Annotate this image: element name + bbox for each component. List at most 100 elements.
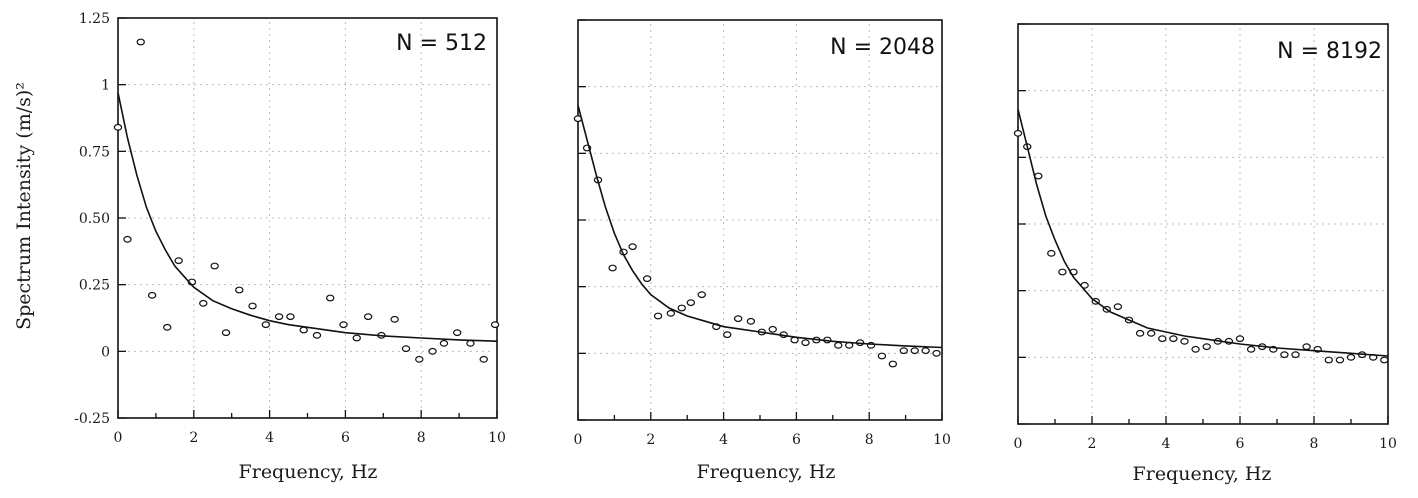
x-tick-label: 2 bbox=[1088, 436, 1097, 452]
data-point bbox=[834, 341, 843, 349]
y-axis-title: Spectrum Intensity (m/s)² bbox=[13, 82, 35, 330]
x-tick-label: 4 bbox=[719, 432, 728, 448]
data-point bbox=[466, 339, 475, 347]
panel-n8192-fit-curve bbox=[1017, 109, 1389, 357]
panel-n8192-annotation: N = 8192 bbox=[1277, 39, 1382, 64]
data-point bbox=[221, 329, 231, 337]
data-point bbox=[1146, 329, 1156, 337]
x-tick-label: 2 bbox=[646, 432, 655, 448]
data-point bbox=[801, 339, 810, 347]
panel-n512-grid bbox=[122, 22, 493, 414]
data-point bbox=[1280, 351, 1289, 359]
x-tick-label: 8 bbox=[865, 432, 874, 448]
data-point bbox=[235, 286, 244, 294]
x-tick-label: 4 bbox=[265, 430, 274, 446]
panel-n512-fit-curve bbox=[117, 92, 498, 342]
data-point bbox=[1335, 356, 1345, 364]
panel-n8192-x-axis-title: Frequency, Hz bbox=[1133, 463, 1272, 485]
data-point bbox=[1235, 335, 1245, 343]
data-point bbox=[932, 349, 941, 357]
data-point bbox=[910, 347, 919, 355]
data-point bbox=[199, 299, 208, 307]
data-point bbox=[1346, 353, 1356, 361]
data-point bbox=[326, 294, 335, 302]
data-point bbox=[1158, 335, 1167, 343]
y-tick-label: 0.75 bbox=[79, 144, 110, 160]
data-point bbox=[286, 313, 295, 321]
x-tick-label: 4 bbox=[1162, 436, 1171, 452]
data-point bbox=[608, 264, 617, 272]
panel-n512-points bbox=[113, 38, 500, 363]
data-point bbox=[339, 321, 348, 329]
x-tick-label: 8 bbox=[1310, 436, 1319, 452]
data-point bbox=[1013, 129, 1023, 137]
data-point bbox=[163, 323, 172, 331]
data-point bbox=[390, 315, 399, 323]
data-point bbox=[768, 325, 777, 333]
data-point bbox=[113, 123, 123, 131]
x-tick-label: 0 bbox=[1014, 436, 1023, 452]
data-point bbox=[1291, 351, 1300, 359]
data-point bbox=[136, 38, 145, 46]
data-point bbox=[1302, 343, 1311, 351]
data-point bbox=[899, 347, 908, 355]
x-tick-label: 2 bbox=[189, 430, 198, 446]
panel-n2048-frame bbox=[577, 19, 943, 421]
data-point bbox=[1380, 356, 1389, 364]
data-point bbox=[733, 315, 743, 323]
data-point bbox=[147, 291, 157, 299]
data-point bbox=[666, 309, 676, 317]
data-point bbox=[274, 313, 284, 321]
data-point bbox=[697, 291, 706, 299]
data-point bbox=[1202, 343, 1211, 351]
data-point bbox=[261, 321, 271, 329]
data-point bbox=[723, 331, 732, 339]
data-point bbox=[401, 345, 411, 353]
data-point bbox=[479, 355, 488, 363]
data-point bbox=[1113, 303, 1123, 311]
x-tick-label: 10 bbox=[488, 430, 506, 446]
data-point bbox=[174, 257, 183, 265]
data-point bbox=[921, 347, 930, 355]
y-tick-label: 1 bbox=[101, 78, 110, 94]
x-tick-label: 6 bbox=[792, 432, 801, 448]
x-tick-label: 8 bbox=[417, 430, 426, 446]
data-point bbox=[642, 275, 652, 283]
data-point bbox=[1180, 337, 1189, 345]
y-tick-label: 0.50 bbox=[79, 211, 110, 227]
y-tick-label: 0 bbox=[101, 344, 110, 360]
data-point bbox=[686, 299, 696, 307]
data-point bbox=[1169, 335, 1178, 343]
panel-n2048-x-axis-title: Frequency, Hz bbox=[697, 461, 836, 483]
data-point bbox=[490, 321, 500, 329]
data-point bbox=[248, 302, 257, 310]
data-point bbox=[453, 329, 462, 337]
panel-n2048-annotation: N = 2048 bbox=[830, 35, 935, 60]
x-tick-label: 10 bbox=[933, 432, 951, 448]
data-point bbox=[299, 326, 308, 334]
data-point bbox=[428, 347, 437, 355]
panel-n8192-points bbox=[1013, 129, 1389, 364]
panel-n2048-fit-curve bbox=[577, 105, 943, 349]
data-point bbox=[677, 304, 686, 312]
data-point bbox=[653, 312, 663, 320]
data-point bbox=[352, 334, 361, 342]
data-point bbox=[123, 235, 132, 243]
y-tick-label: -0.25 bbox=[74, 411, 110, 427]
x-tick-label: 6 bbox=[341, 430, 350, 446]
data-point bbox=[628, 243, 637, 251]
data-point bbox=[1246, 345, 1256, 353]
data-point bbox=[1324, 356, 1334, 364]
x-tick-label: 6 bbox=[1236, 436, 1245, 452]
data-point bbox=[415, 355, 424, 363]
panel-n8192: 0 2 4 6 8 10 N = 8192 Frequency, Hz bbox=[1013, 23, 1397, 485]
x-tick-label: 0 bbox=[114, 430, 123, 446]
panel-n512-annotation: N = 512 bbox=[396, 31, 487, 56]
data-point bbox=[439, 339, 449, 347]
y-tick-label: 0.25 bbox=[79, 278, 110, 294]
panel-n2048: 0 2 4 6 8 10 N = 2048 Frequency, Hz bbox=[574, 19, 951, 483]
data-point bbox=[888, 360, 898, 368]
data-point bbox=[210, 262, 219, 270]
